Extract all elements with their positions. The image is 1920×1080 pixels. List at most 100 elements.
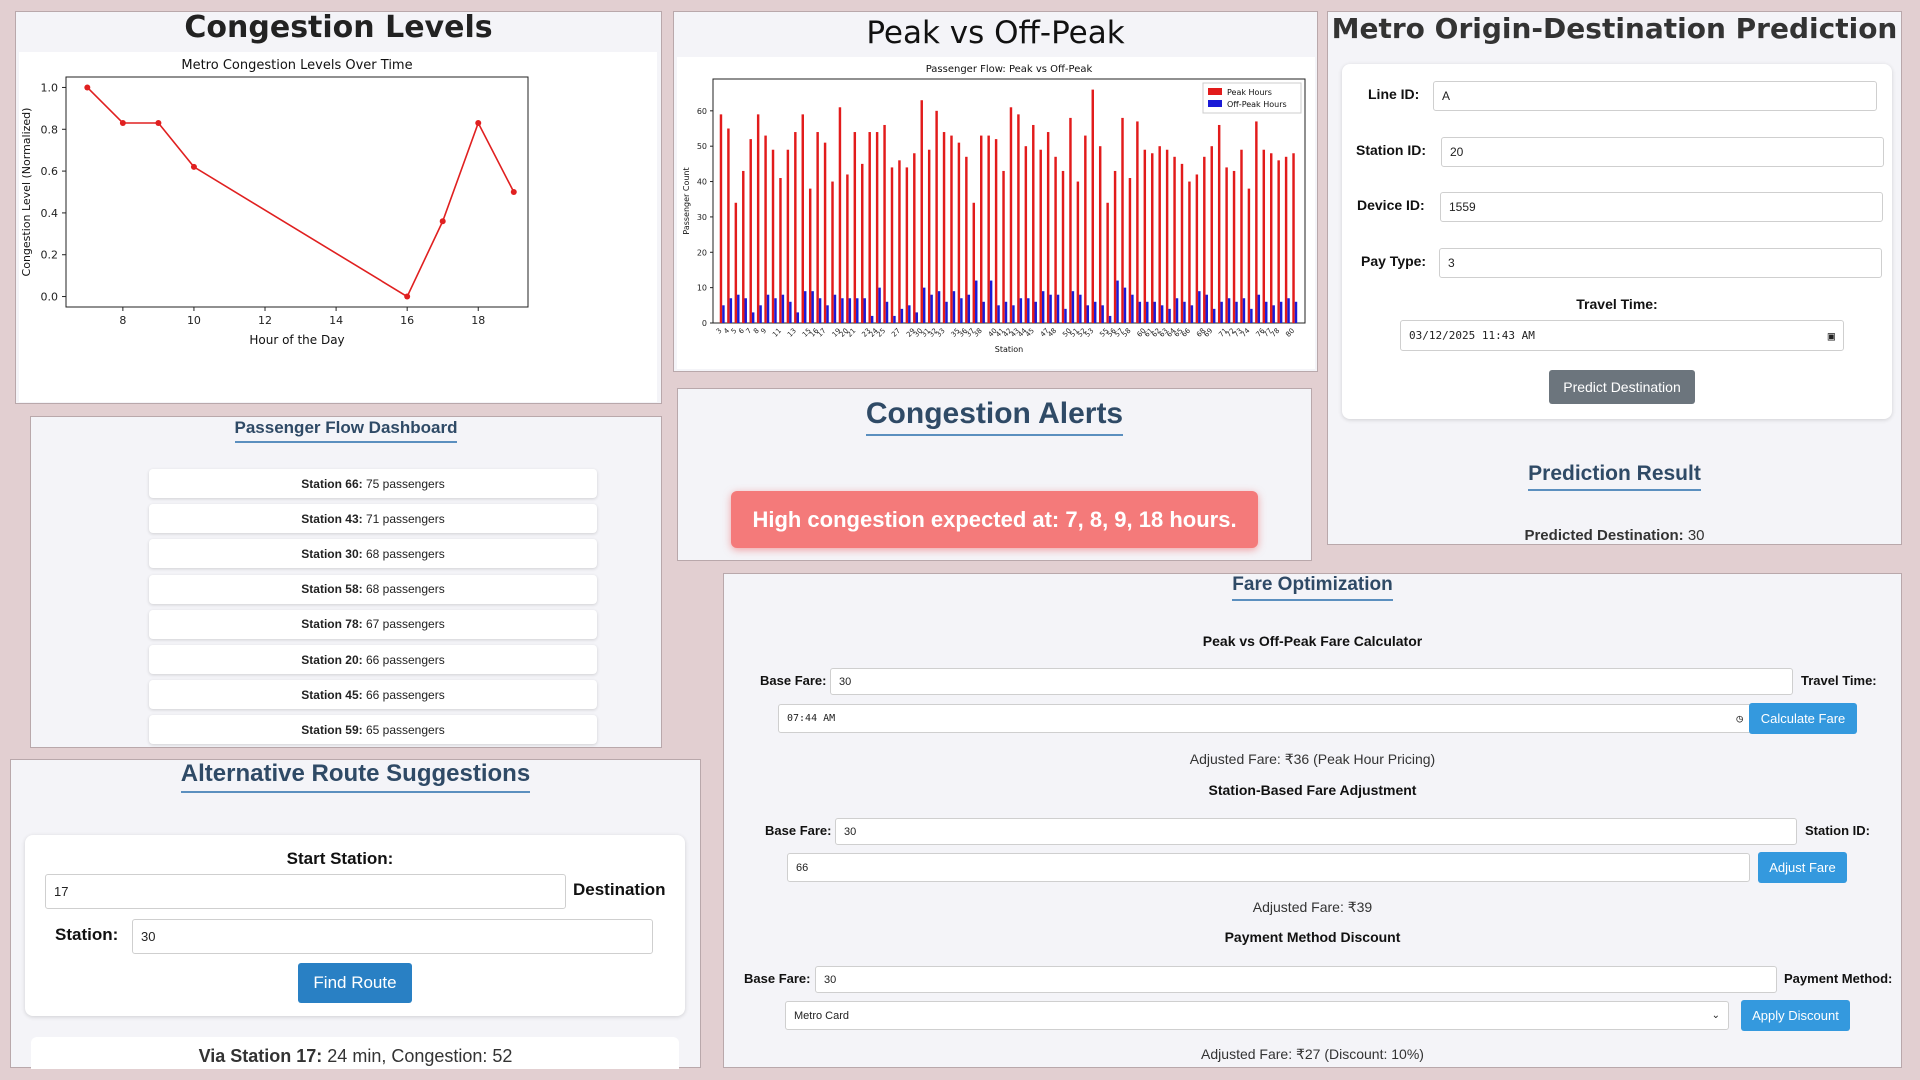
- offpeak-bar: [1027, 298, 1030, 323]
- station-base-fare-input[interactable]: 30: [835, 818, 1797, 845]
- station-id-fare-input[interactable]: 66: [787, 853, 1750, 882]
- offpeak-bar: [1123, 287, 1127, 323]
- peak-base-fare-input[interactable]: 30: [830, 668, 1793, 695]
- x-tick-label: 57: [1113, 327, 1125, 339]
- calendar-icon[interactable]: ▣: [1827, 328, 1835, 343]
- offpeak-bar: [826, 305, 829, 323]
- x-tick-label: 42: [1002, 327, 1014, 339]
- station-id-fare-label: Station ID:: [1805, 823, 1870, 838]
- offpeak-bar: [1227, 298, 1231, 323]
- y-tick-label: 50: [697, 142, 707, 151]
- peak-travel-time-label: Travel Time:: [1801, 673, 1877, 688]
- line-id-input[interactable]: A: [1433, 81, 1877, 111]
- dashboard-station-row: Station 78: 67 passengers: [149, 609, 597, 639]
- od-form-card: Line ID: A Station ID: 20 Device ID: 155…: [1342, 64, 1892, 419]
- apply-discount-button[interactable]: Apply Discount: [1741, 1000, 1850, 1031]
- congestion-data-point: [190, 163, 197, 170]
- peak-bar: [965, 156, 968, 323]
- destination-station-label: Station:: [55, 925, 119, 944]
- y-tick-label: 1.0: [41, 81, 59, 94]
- peak-bar: [1225, 167, 1228, 323]
- y-tick-label: 40: [697, 178, 707, 187]
- legend-label: Peak Hours: [1227, 88, 1272, 97]
- offpeak-bar: [1034, 301, 1037, 323]
- peak-bar: [1046, 132, 1050, 323]
- travel-datetime-input[interactable]: 03/12/2025 11:43 AM ▣: [1400, 320, 1844, 351]
- dashboard-station-label: Station 58:: [301, 582, 363, 597]
- peak-offpeak-title: Peak vs Off-Peak: [866, 15, 1125, 51]
- x-tick-label: 45: [1024, 327, 1036, 339]
- offpeak-bar: [744, 298, 747, 323]
- peak-bar: [734, 202, 738, 323]
- peak-bar: [1017, 114, 1020, 323]
- offpeak-bar: [1108, 315, 1112, 323]
- station-id-input[interactable]: 20: [1441, 137, 1884, 167]
- offpeak-bar: [1086, 305, 1090, 323]
- offpeak-bar: [1041, 291, 1045, 323]
- peak-bar: [1128, 178, 1132, 323]
- dashboard-station-count: 68 passengers: [362, 582, 445, 597]
- start-station-input[interactable]: 17: [45, 874, 566, 909]
- offpeak-bar: [989, 280, 993, 323]
- y-tick-label: 20: [697, 248, 707, 257]
- peak-bar: [831, 181, 834, 323]
- offpeak-bar: [796, 312, 800, 323]
- destination-station-input[interactable]: 30: [132, 919, 653, 954]
- peak-bar: [853, 132, 857, 323]
- y-tick-label: 0: [702, 319, 707, 328]
- offpeak-bar: [900, 308, 904, 323]
- peak-bar: [1180, 163, 1184, 323]
- x-tick-label: 33: [935, 327, 947, 339]
- station-fare-heading: Station-Based Fare Adjustment: [1208, 782, 1417, 798]
- clock-icon[interactable]: ◷: [1736, 712, 1743, 725]
- route-suggestions-panel: Alternative Route Suggestions Start Stat…: [10, 759, 701, 1069]
- peak-bar: [1113, 170, 1117, 323]
- x-tick-label: 53: [1083, 327, 1095, 339]
- dashboard-station-row: Station 45: 66 passengers: [149, 680, 597, 710]
- x-tick-label: 20: [838, 327, 850, 339]
- offpeak-bar: [1242, 298, 1246, 323]
- offpeak-bar: [803, 291, 807, 323]
- peak-travel-time-input[interactable]: 07:44 AM ◷: [778, 704, 1752, 733]
- calculate-fare-button[interactable]: Calculate Fare: [1749, 703, 1857, 734]
- offpeak-bar: [841, 298, 844, 323]
- x-tick-label: 37: [964, 327, 976, 339]
- device-id-input[interactable]: 1559: [1440, 192, 1883, 222]
- dashboard-station-count: 67 passengers: [362, 617, 445, 632]
- offpeak-bar: [1272, 305, 1275, 323]
- peak-bar: [1277, 160, 1280, 323]
- route-result-card: [31, 1037, 679, 1069]
- peak-chart-area: Passenger Flow: Peak vs Off-Peak 0 10 20 30 4…: [677, 57, 1315, 369]
- find-route-button[interactable]: Find Route: [298, 963, 412, 1003]
- route-result-label: Via Station 17:: [198, 1046, 323, 1066]
- peak-bar: [816, 132, 819, 323]
- offpeak-bar: [1116, 280, 1119, 323]
- chart-legend: Peak Hours Off-Peak Hours: [1202, 82, 1302, 114]
- peak-bar: [1232, 170, 1236, 323]
- od-prediction-panel: Metro Origin-Destination Prediction Line…: [1327, 11, 1902, 545]
- congestion-data-point: [404, 293, 411, 300]
- offpeak-bar: [1071, 291, 1075, 323]
- offpeak-bar: [833, 294, 837, 323]
- chart-title: Metro Congestion Levels Over Time: [181, 58, 412, 73]
- x-tick-label: 32: [927, 327, 939, 339]
- offpeak-bar: [952, 291, 956, 323]
- legend-swatch: [1208, 100, 1222, 107]
- peak-bar: [771, 149, 775, 323]
- route-title: Alternative Route Suggestions: [11, 760, 700, 793]
- dashboard-station-label: Station 43:: [301, 511, 363, 526]
- payment-base-fare-input[interactable]: 30: [815, 966, 1777, 993]
- predict-destination-button[interactable]: Predict Destination: [1549, 370, 1695, 404]
- offpeak-bar: [1131, 294, 1134, 323]
- passenger-dashboard-panel: Passenger Flow Dashboard Station 66: 75 …: [30, 416, 662, 748]
- offpeak-bar: [1198, 291, 1201, 323]
- adjust-fare-button[interactable]: Adjust Fare: [1758, 852, 1847, 883]
- pay-type-input[interactable]: 3: [1439, 248, 1882, 278]
- dashboard-station-count: 66 passengers: [362, 652, 445, 667]
- fare-title: Fare Optimization: [724, 574, 1901, 601]
- offpeak-bar: [945, 301, 948, 323]
- offpeak-bar: [975, 280, 978, 323]
- peak-bar: [980, 135, 983, 323]
- peak-bar: [1009, 107, 1013, 323]
- payment-method-select[interactable]: Metro Card ⌄: [785, 1001, 1729, 1030]
